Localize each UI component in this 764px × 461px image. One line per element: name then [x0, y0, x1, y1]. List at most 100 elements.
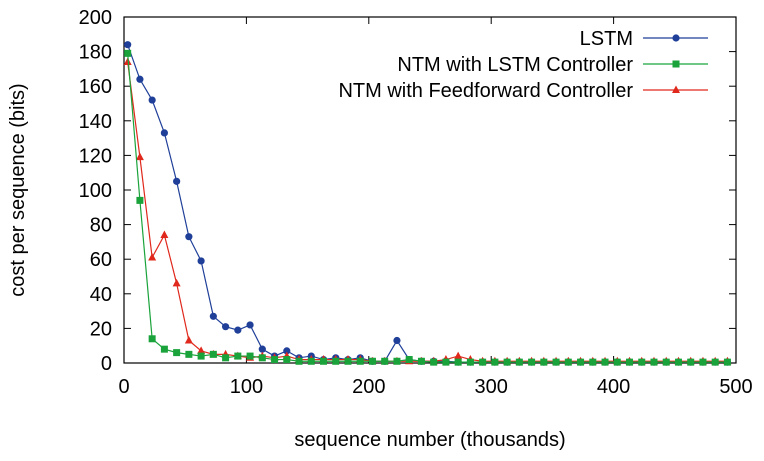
data-point	[589, 358, 597, 366]
data-point	[638, 358, 646, 366]
y-tick-label: 200	[79, 7, 112, 29]
y-tick-label: 0	[101, 353, 112, 375]
data-point	[442, 358, 450, 366]
data-point	[662, 358, 670, 366]
data-point	[454, 358, 462, 366]
data-point	[209, 312, 217, 320]
series-1	[124, 49, 731, 366]
y-tick-label: 20	[90, 318, 112, 340]
data-point	[124, 49, 132, 57]
data-point	[368, 357, 376, 365]
data-point	[258, 354, 266, 362]
data-point	[185, 233, 193, 241]
data-point	[577, 358, 585, 366]
data-point	[417, 357, 425, 365]
data-point	[222, 354, 230, 362]
data-point	[184, 336, 193, 344]
y-axis-label: cost per sequence (bits)	[7, 83, 29, 296]
data-point	[209, 350, 217, 358]
data-point	[271, 356, 279, 364]
data-point	[491, 358, 499, 366]
data-point	[344, 357, 352, 365]
data-point	[234, 352, 242, 360]
data-point	[515, 358, 523, 366]
data-point	[197, 346, 206, 354]
data-point	[613, 358, 621, 366]
y-tick-label: 140	[79, 111, 112, 133]
data-point	[246, 352, 254, 360]
data-point	[479, 358, 487, 366]
data-point	[148, 252, 157, 261]
data-point	[185, 350, 193, 358]
data-point	[393, 336, 401, 345]
y-tick-label: 100	[79, 180, 112, 202]
data-point	[552, 358, 560, 366]
data-point	[466, 358, 474, 366]
data-point	[711, 358, 719, 366]
data-point	[135, 152, 144, 161]
legend-marker	[672, 60, 680, 68]
data-point	[246, 321, 254, 329]
data-point	[283, 356, 291, 364]
data-point	[674, 358, 682, 366]
data-point	[197, 352, 205, 360]
data-point	[687, 358, 695, 366]
data-point	[197, 257, 205, 265]
data-point	[160, 345, 168, 353]
data-point	[124, 41, 132, 49]
data-point	[723, 358, 731, 366]
x-tick-label: 300	[475, 376, 508, 398]
data-point	[307, 357, 315, 365]
data-point	[148, 96, 156, 104]
data-point	[564, 358, 572, 366]
x-tick-label: 500	[719, 376, 752, 398]
data-point	[626, 358, 634, 366]
data-point	[148, 335, 156, 343]
data-point	[601, 358, 609, 366]
y-tick-label: 180	[79, 42, 112, 64]
data-point	[356, 357, 364, 365]
data-point	[160, 129, 168, 137]
data-point	[699, 358, 707, 366]
x-tick-label: 0	[118, 376, 129, 398]
data-point	[258, 345, 266, 353]
data-point	[295, 357, 303, 365]
data-point	[393, 357, 401, 365]
data-point	[160, 230, 169, 238]
data-point	[221, 323, 230, 331]
data-point	[528, 358, 536, 366]
y-tick-label: 120	[79, 145, 112, 167]
data-point	[454, 351, 463, 360]
legend-marker	[672, 85, 680, 93]
data-point	[172, 278, 181, 287]
data-point	[136, 75, 144, 83]
legend-marker	[672, 34, 680, 42]
x-tick-label: 100	[230, 376, 263, 398]
legend-label: NTM with LSTM Controller	[397, 54, 633, 76]
data-point	[136, 196, 144, 204]
legend-label: LSTM	[580, 28, 633, 50]
data-point	[430, 358, 438, 366]
data-point	[234, 326, 242, 334]
data-point	[540, 358, 548, 366]
data-point	[381, 357, 389, 365]
data-point	[503, 358, 511, 366]
data-point	[405, 356, 413, 364]
data-point	[123, 57, 132, 65]
x-tick-label: 200	[352, 376, 385, 398]
y-tick-label: 160	[79, 76, 112, 98]
y-tick-label: 40	[90, 284, 112, 306]
y-tick-label: 80	[90, 215, 112, 237]
data-point	[173, 177, 181, 185]
x-axis-label: sequence number (thousands)	[294, 429, 565, 451]
series-line	[127, 61, 728, 362]
data-point	[332, 357, 340, 365]
data-point	[650, 358, 658, 366]
legend-label: NTM with Feedforward Controller	[338, 80, 633, 102]
x-tick-label: 400	[597, 376, 630, 398]
data-point	[173, 349, 181, 357]
y-tick-label: 60	[90, 249, 112, 271]
data-point	[320, 357, 328, 365]
data-point	[283, 347, 291, 355]
